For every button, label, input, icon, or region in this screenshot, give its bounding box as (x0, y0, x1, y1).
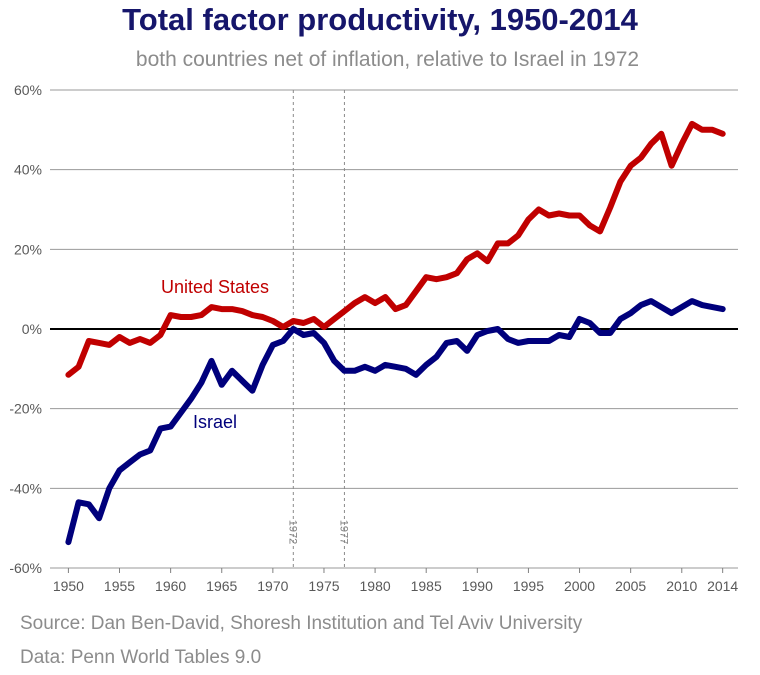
series-lines (65, 120, 726, 546)
data-note: Data: Penn World Tables 9.0 (20, 647, 262, 668)
x-tick-label: 2010 (666, 578, 697, 594)
series-label-israel: Israel (193, 412, 237, 432)
source-note: Source: Dan Ben-David, Shoresh Instituti… (20, 613, 583, 634)
reference-lines: 1972 1977 (286, 90, 349, 568)
x-axis: 1950 1955 1960 1965 1970 1975 1980 1985 1990 1995… (53, 568, 738, 594)
x-tick-label: 1955 (104, 578, 135, 594)
chart-title: Total factor productivity, 1950-2014 (122, 2, 638, 37)
y-tick-label: 40% (14, 162, 42, 178)
y-tick-label: -40% (9, 480, 42, 496)
reference-line-label-1977: 1977 (337, 520, 349, 544)
series-line-united-states (65, 120, 726, 378)
y-tick-label: -60% (9, 560, 42, 576)
x-tick-label: 1995 (513, 578, 544, 594)
series-line-israel (65, 298, 726, 546)
chart-subtitle: both countries net of inflation, relativ… (135, 48, 640, 71)
reference-line-label-1972: 1972 (286, 520, 298, 544)
y-tick-label: 20% (14, 241, 42, 257)
x-tick-label: 1985 (411, 578, 442, 594)
x-tick-label: 1970 (257, 578, 288, 594)
x-tick-label: 1980 (360, 578, 391, 594)
x-tick-label: 2000 (564, 578, 595, 594)
x-tick-label: 2005 (615, 578, 646, 594)
series-label-united-states: United States (161, 277, 269, 297)
x-tick-label: 1990 (462, 578, 493, 594)
x-tick-label: 1975 (308, 578, 339, 594)
y-tick-label: -20% (9, 401, 42, 417)
y-tick-label: 60% (14, 82, 42, 98)
x-tick-label: 1965 (206, 578, 237, 594)
x-tick-label: 1950 (53, 578, 84, 594)
y-axis-tick-labels: -60% -40% -20% 0% 20% 40% 60% (9, 82, 42, 576)
x-tick-label: 1960 (155, 578, 186, 594)
x-tick-label: 2014 (707, 578, 738, 594)
y-tick-label: 0% (22, 321, 42, 337)
